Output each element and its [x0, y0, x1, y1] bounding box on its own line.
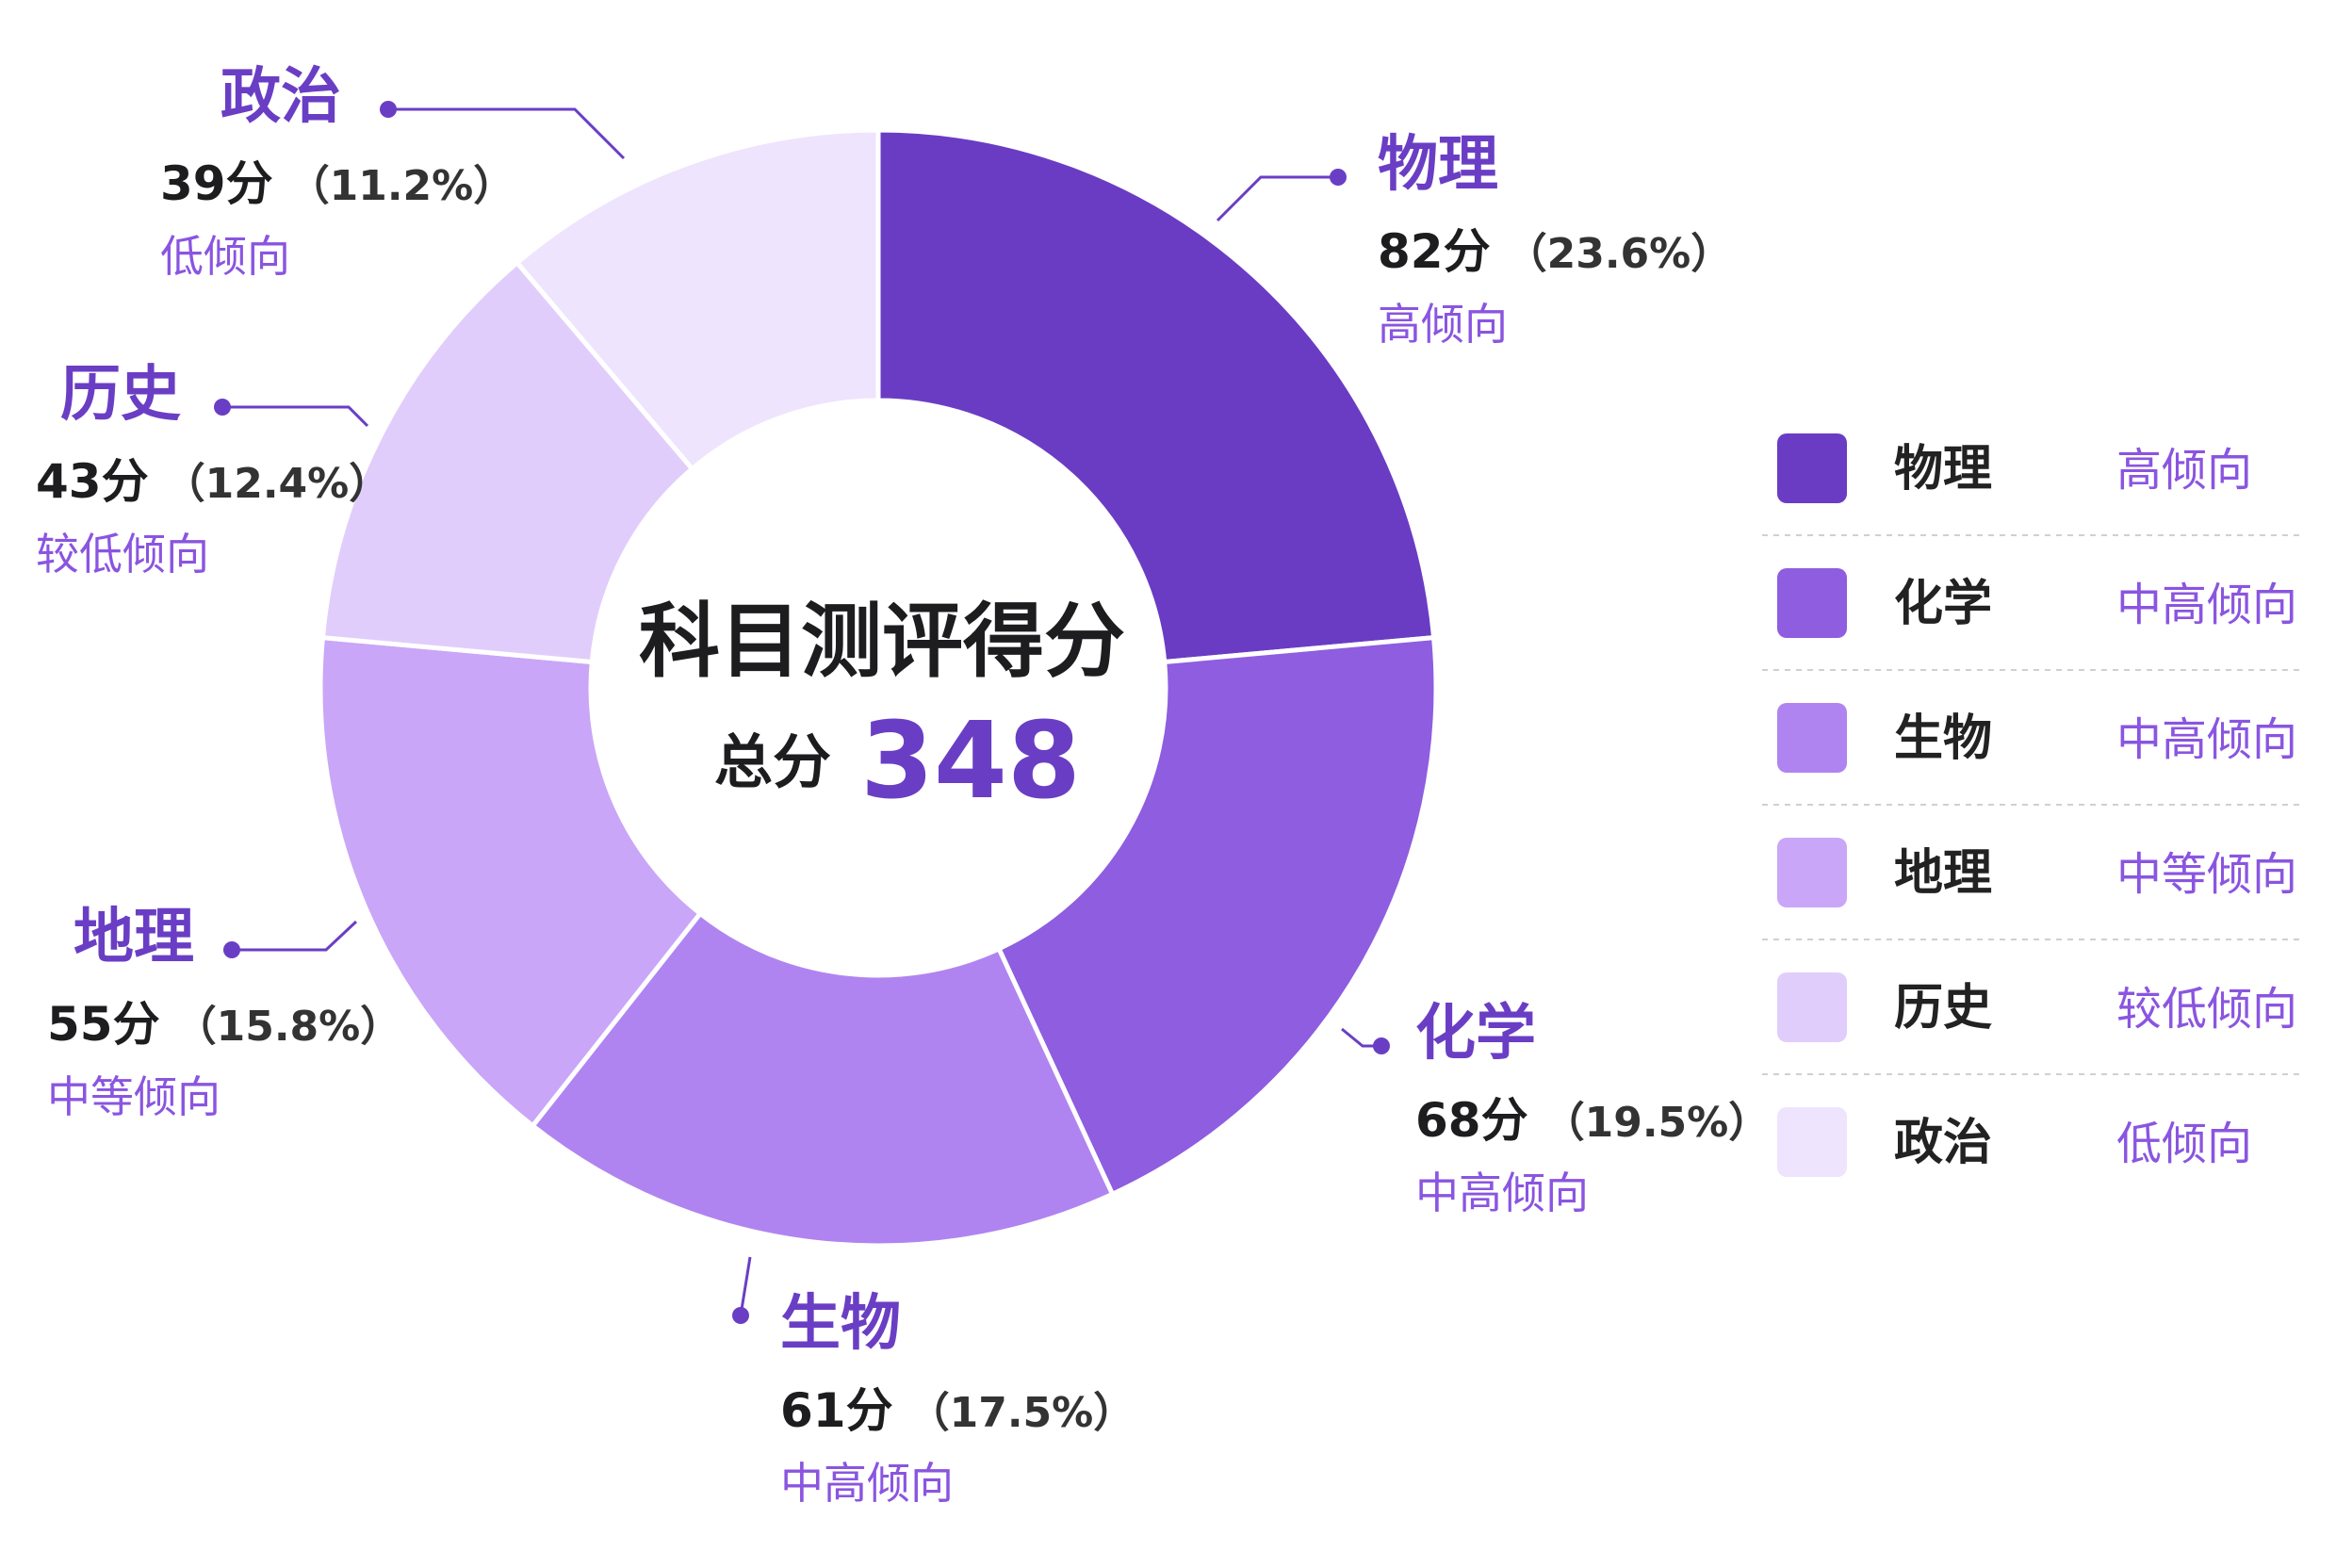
- center-total-value: 348: [860, 700, 1081, 823]
- center-title: 科目测评得分: [639, 595, 1125, 689]
- callout-score: 43分 （12.4%）: [36, 454, 390, 509]
- legend-item-生物: 生物 中高倾向: [1762, 703, 2305, 806]
- callout-化学: 化学 68分 （19.5%） 中高倾向: [1415, 999, 1770, 1218]
- callout-政治: 政治 39分 （11.2%） 低倾向: [160, 62, 514, 282]
- callout-name: 生物: [780, 1289, 901, 1359]
- legend-swatch: [1777, 972, 1847, 1042]
- slice-生物: [529, 909, 1116, 1249]
- callout-name: 物理: [1378, 130, 1498, 200]
- center-total-label: 总分: [714, 727, 831, 796]
- callout-物理: 物理 82分 （23.6%） 高倾向: [1378, 130, 1732, 350]
- leader-line-政治: [388, 107, 626, 160]
- leader-line-生物: [739, 1256, 752, 1316]
- callout-name: 化学: [1415, 999, 1536, 1069]
- donut-center: 科目测评得分 总分 348: [639, 595, 1125, 823]
- donut-slices: [318, 127, 1439, 1249]
- leader-dot-物理: [1330, 169, 1347, 186]
- callout-score: 68分 （19.5%）: [1415, 1093, 1770, 1148]
- legend-swatch: [1777, 1107, 1847, 1177]
- legend-subject: 生物: [1894, 710, 1992, 767]
- leader-dot-地理: [223, 941, 240, 958]
- legend-swatch: [1777, 568, 1847, 638]
- leader-line-物理: [1216, 175, 1338, 222]
- leader-dot-生物: [732, 1307, 749, 1324]
- callout-name: 政治: [220, 62, 341, 132]
- callout-level: 高倾向: [1378, 299, 1508, 350]
- callout-score: 61分 （17.5%）: [780, 1383, 1135, 1438]
- legend-subject: 历史: [1894, 980, 1992, 1037]
- callout-name: 历史: [60, 360, 181, 430]
- callout-level: 中高倾向: [780, 1458, 954, 1509]
- legend-level: 较低倾向: [2116, 983, 2297, 1036]
- callout-name: 地理: [74, 903, 194, 972]
- legend-item-政治: 政治 低倾向: [1777, 1107, 2252, 1177]
- callout-level: 中等倾向: [47, 1071, 220, 1122]
- leader-dot-历史: [214, 399, 231, 416]
- legend-level: 中高倾向: [2116, 713, 2297, 766]
- leader-dot-政治: [380, 101, 397, 118]
- leader-line-历史: [222, 405, 369, 428]
- callout-score: 55分 （15.8%）: [47, 997, 401, 1052]
- callout-score: 82分 （23.6%）: [1378, 224, 1732, 279]
- callout-leaders: [214, 101, 1390, 1324]
- legend-subject: 物理: [1894, 441, 1992, 498]
- legend-swatch: [1777, 433, 1847, 503]
- legend-subject: 地理: [1894, 845, 1992, 902]
- legend-item-地理: 地理 中等倾向: [1762, 838, 2305, 940]
- callout-历史: 历史 43分 （12.4%） 较低倾向: [36, 360, 390, 580]
- leader-line-地理: [232, 920, 358, 952]
- legend-level: 中等倾向: [2116, 848, 2297, 901]
- legend-subject: 化学: [1894, 576, 1992, 632]
- slice-物理: [875, 127, 1437, 665]
- callout-地理: 地理 55分 （15.8%） 中等倾向: [47, 903, 401, 1122]
- legend-swatch: [1777, 838, 1847, 907]
- leader-dot-化学: [1373, 1037, 1390, 1054]
- legend-level: 低倾向: [2116, 1118, 2252, 1170]
- legend-level: 中高倾向: [2116, 579, 2297, 631]
- slice-化学: [995, 634, 1439, 1198]
- slice-地理: [318, 634, 704, 1130]
- callout-生物: 生物 61分 （17.5%） 中高倾向: [780, 1289, 1135, 1509]
- legend-item-历史: 历史 较低倾向: [1762, 972, 2305, 1075]
- legend-item-物理: 物理 高倾向: [1762, 433, 2305, 536]
- legend-item-化学: 化学 中高倾向: [1762, 568, 2305, 671]
- slice-政治: [514, 127, 881, 473]
- callout-level: 低倾向: [160, 231, 290, 282]
- callout-score: 39分 （11.2%）: [160, 156, 514, 211]
- callout-level: 中高倾向: [1415, 1168, 1589, 1218]
- legend-subject: 政治: [1894, 1115, 1992, 1171]
- callout-level: 较低倾向: [36, 529, 209, 580]
- legend-swatch: [1777, 703, 1847, 773]
- legend-level: 高倾向: [2116, 444, 2252, 497]
